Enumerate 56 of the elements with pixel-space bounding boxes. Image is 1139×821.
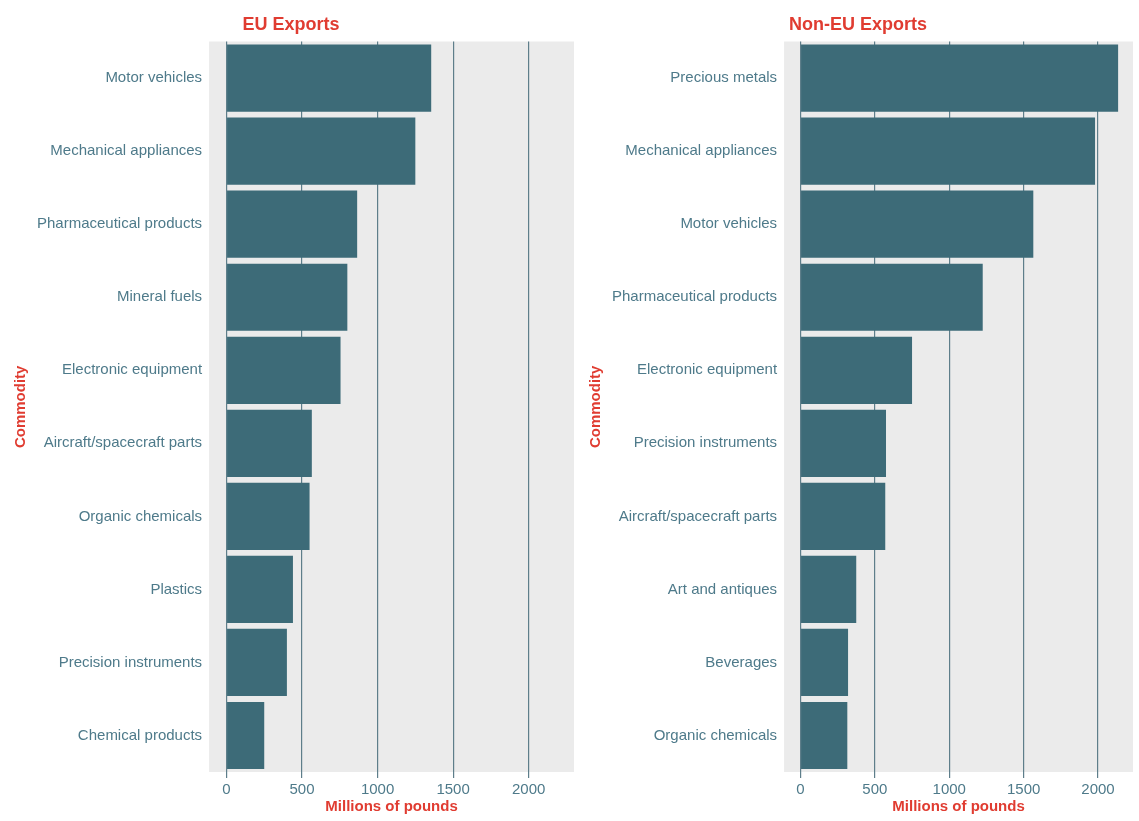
- x-tick-label: 2000: [511, 780, 546, 798]
- y-axis-title: Commodity: [586, 364, 604, 449]
- x-axis-title: Millions of pounds: [325, 797, 458, 815]
- x-axis-title: Millions of pounds: [892, 797, 1025, 815]
- y-tick-label: Precision instruments: [58, 652, 203, 670]
- x-tick-label: 500: [862, 780, 888, 798]
- bar: [227, 190, 358, 258]
- y-axis-title: Commodity: [11, 364, 29, 449]
- y-tick-label: Art and antiques: [667, 579, 778, 597]
- y-tick-label: Pharmaceutical products: [36, 214, 203, 232]
- y-tick-label: Plastics: [150, 579, 203, 597]
- y-tick-label: Aircraft/spacecraft parts: [618, 506, 778, 524]
- y-tick-label: Precision instruments: [633, 433, 778, 451]
- y-tick-label: Mechanical appliances: [625, 141, 778, 159]
- bar: [801, 701, 848, 770]
- bar: [801, 555, 857, 623]
- y-tick-label: Aircraft/spacecraft parts: [43, 433, 203, 451]
- bar: [227, 628, 287, 697]
- bar: [227, 263, 348, 331]
- chart-title: Non-EU Exports: [788, 13, 928, 34]
- y-tick-label: Mineral fuels: [117, 287, 203, 305]
- x-tick-label: 1000: [932, 780, 966, 798]
- y-tick-label: Pharmaceutical products: [611, 287, 778, 305]
- y-tick-label: Mechanical appliances: [50, 141, 203, 159]
- bar: [801, 409, 886, 477]
- y-tick-label: Electronic equipment: [62, 360, 203, 378]
- bar: [227, 555, 293, 623]
- bar: [801, 44, 1119, 112]
- chart-title: EU Exports: [242, 13, 340, 34]
- bar: [227, 44, 432, 112]
- bar: [801, 628, 849, 697]
- bar: [227, 701, 265, 770]
- x-tick-label: 1500: [1006, 780, 1041, 798]
- y-tick-label: Motor vehicles: [680, 214, 778, 232]
- x-tick-label: 0: [796, 780, 805, 798]
- y-tick-label: Beverages: [705, 652, 778, 670]
- y-tick-label: Precious metals: [670, 68, 778, 86]
- x-tick-label: 500: [289, 780, 315, 798]
- bar: [227, 117, 416, 185]
- bar: [227, 336, 341, 404]
- bar: [801, 117, 1096, 185]
- bar: [801, 190, 1034, 258]
- x-tick-label: 2000: [1081, 780, 1115, 798]
- y-tick-label: Electronic equipment: [637, 360, 778, 378]
- y-tick-label: Organic chemicals: [78, 506, 203, 524]
- y-tick-label: Motor vehicles: [105, 68, 203, 86]
- bar: [801, 482, 886, 550]
- bar: [801, 336, 913, 404]
- bar: [227, 482, 310, 550]
- bar: [227, 409, 312, 477]
- x-tick-label: 1000: [360, 780, 395, 798]
- bar: [801, 263, 983, 331]
- x-tick-label: 1500: [436, 780, 470, 798]
- y-tick-label: Organic chemicals: [653, 725, 778, 743]
- y-tick-label: Chemical products: [77, 725, 203, 743]
- x-tick-label: 0: [222, 780, 231, 798]
